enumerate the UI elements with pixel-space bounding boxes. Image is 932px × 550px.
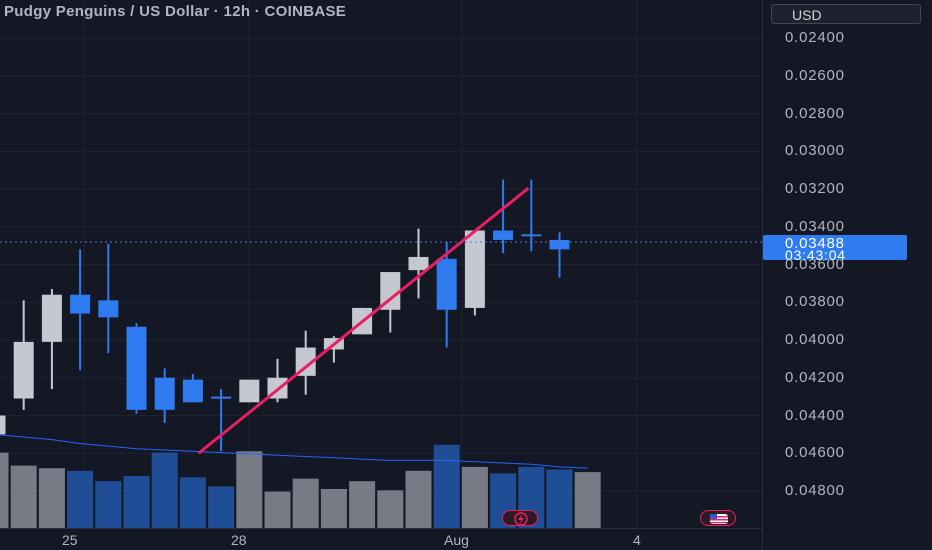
candle-body (549, 239, 570, 250)
grid (0, 0, 762, 528)
time-label-28: 28 (231, 532, 247, 548)
price-label: 0.04800 (785, 482, 845, 499)
volume-bar (236, 451, 263, 528)
price-label: 0.03200 (785, 180, 845, 197)
price-axis[interactable]: USD 0.02400 0.02600 0.02800 0.03000 0.03200 0… (762, 0, 932, 550)
volume-bar (320, 489, 347, 528)
volume-bar (95, 481, 122, 528)
time-label-25: 25 (62, 532, 78, 548)
candle-body (436, 258, 457, 310)
volume-bar (0, 452, 9, 528)
volume-bar (67, 470, 94, 528)
volume-bar (179, 477, 206, 528)
candles (0, 179, 570, 452)
currency-selector[interactable]: USD (771, 4, 921, 24)
price-label: 0.02600 (785, 66, 845, 84)
volume-bar (546, 469, 573, 528)
us-flag-icon (710, 514, 728, 524)
price-label: 0.04600 (785, 444, 845, 462)
candle-body (295, 347, 316, 376)
candle-body (211, 396, 232, 399)
time-label-4: 4 (633, 532, 641, 548)
price-label: 0.04000 (785, 331, 845, 348)
volume-bar (151, 452, 178, 528)
volume-bar (377, 490, 404, 528)
bar-countdown: 03:43:04 (785, 247, 846, 263)
price-label: 0.03000 (785, 142, 845, 160)
candle-body (239, 379, 260, 403)
candle-body (464, 230, 485, 308)
volume-bar (405, 470, 432, 528)
last-price-tag: 0.03488 03:43:04 (763, 235, 907, 263)
chart-plot-area[interactable]: Pudgy Penguins / US Dollar · 12h · COINB… (0, 0, 762, 528)
candle-body (154, 377, 175, 410)
volume-bar (264, 491, 291, 528)
candle-body (521, 234, 542, 237)
economic-event-badge[interactable] (700, 510, 736, 526)
price-label: 0.04200 (785, 368, 845, 386)
chart-svg[interactable] (0, 0, 762, 528)
candle-body (0, 415, 6, 435)
lightning-icon (514, 512, 528, 526)
volume-bar (123, 476, 150, 528)
volume-bar (208, 486, 235, 528)
price-label: 0.03400 (785, 217, 845, 235)
candle-body (126, 326, 147, 410)
candle-body (98, 300, 119, 318)
price-label: 0.02400 (785, 29, 845, 46)
trendline[interactable] (197, 186, 530, 455)
candle-body (182, 379, 203, 403)
volume-bar (38, 468, 65, 528)
volume-bar (574, 472, 601, 528)
candle-body (380, 272, 401, 310)
volume-bar (349, 481, 376, 528)
volume-ma-line (0, 434, 588, 469)
candle-body (41, 294, 62, 342)
candle-body (493, 230, 514, 240)
last-price-value: 0.03488 (785, 235, 845, 252)
price-label: 0.04400 (785, 406, 845, 424)
time-axis[interactable]: 25 28 Aug 4 (0, 528, 762, 550)
volume-bar (10, 465, 37, 528)
candle-body (13, 341, 34, 399)
volume-bar (433, 444, 460, 528)
price-label: 0.02800 (785, 104, 845, 122)
volume-bar (292, 478, 319, 528)
price-label: 0.03800 (785, 293, 845, 311)
candle-body (70, 294, 91, 314)
chart-title: Pudgy Penguins / US Dollar · 12h · COINB… (4, 3, 347, 20)
time-label-aug: Aug (444, 532, 469, 548)
volume-bar (461, 466, 488, 528)
candle-body (408, 256, 429, 271)
event-badge[interactable] (502, 510, 538, 526)
